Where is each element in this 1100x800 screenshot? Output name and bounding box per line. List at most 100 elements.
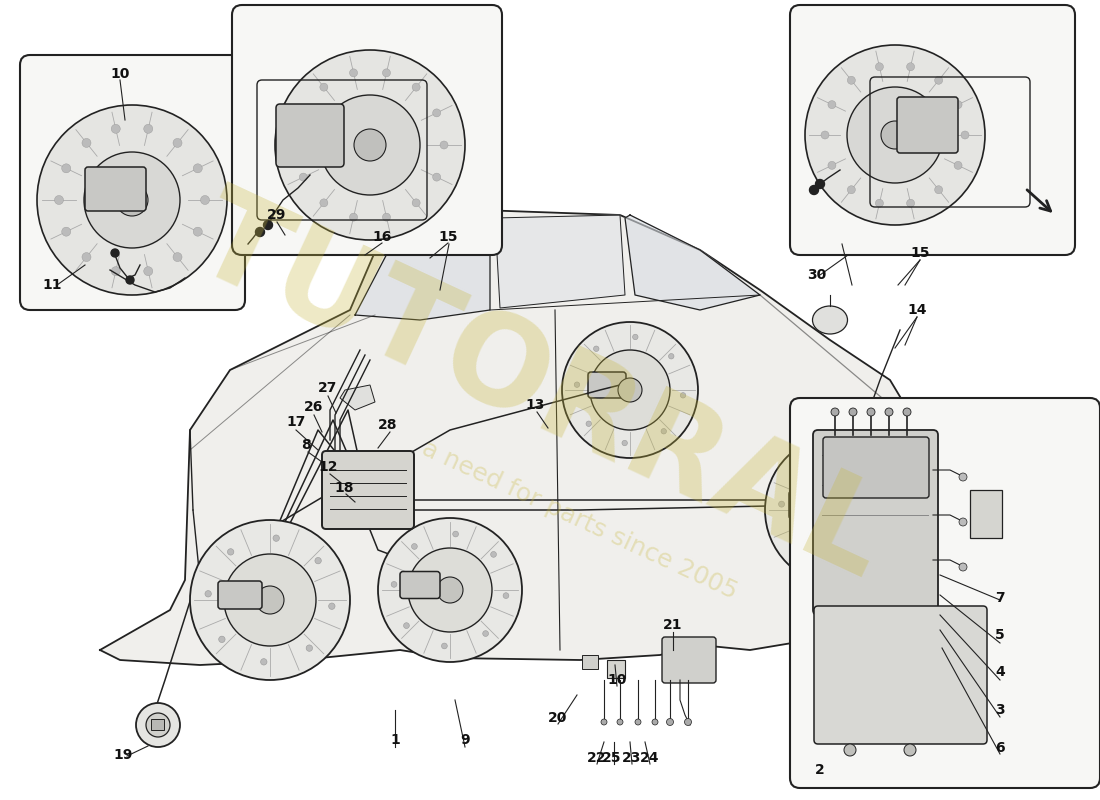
Circle shape (903, 408, 911, 416)
Circle shape (847, 87, 943, 183)
Circle shape (354, 129, 386, 161)
Text: 25: 25 (603, 751, 622, 765)
Circle shape (453, 531, 459, 537)
Text: 13: 13 (526, 398, 544, 412)
Text: 11: 11 (42, 278, 62, 292)
Circle shape (680, 393, 685, 398)
Text: 18: 18 (334, 481, 354, 495)
Circle shape (562, 322, 698, 458)
Circle shape (635, 719, 641, 725)
Text: 12: 12 (318, 460, 338, 474)
Circle shape (815, 179, 825, 189)
Circle shape (876, 62, 883, 70)
Circle shape (126, 276, 134, 284)
Circle shape (684, 718, 692, 726)
Circle shape (219, 636, 225, 642)
Text: a need for parts since 2005: a need for parts since 2005 (418, 436, 741, 604)
Circle shape (173, 253, 182, 262)
Circle shape (205, 590, 211, 597)
Circle shape (617, 719, 623, 725)
Circle shape (669, 354, 674, 359)
Circle shape (383, 213, 390, 221)
Circle shape (590, 350, 670, 430)
Circle shape (441, 643, 448, 649)
Text: 6: 6 (996, 741, 1004, 755)
Circle shape (408, 548, 492, 632)
Circle shape (652, 719, 658, 725)
Text: 3: 3 (996, 703, 1004, 717)
Circle shape (62, 164, 70, 173)
FancyBboxPatch shape (790, 5, 1075, 255)
Circle shape (904, 744, 916, 756)
Ellipse shape (813, 306, 847, 334)
Circle shape (959, 563, 967, 571)
Circle shape (62, 227, 70, 236)
Text: 8: 8 (301, 438, 311, 452)
Circle shape (292, 141, 300, 149)
Circle shape (275, 50, 465, 240)
Circle shape (828, 101, 836, 109)
Circle shape (959, 518, 967, 526)
Text: 24: 24 (640, 751, 660, 765)
Circle shape (618, 378, 642, 402)
Circle shape (84, 152, 180, 248)
Circle shape (144, 124, 153, 134)
Circle shape (350, 69, 358, 77)
Circle shape (299, 173, 307, 181)
Circle shape (437, 577, 463, 603)
FancyBboxPatch shape (400, 571, 440, 598)
Circle shape (383, 69, 390, 77)
Circle shape (821, 131, 829, 139)
FancyBboxPatch shape (823, 437, 929, 498)
Polygon shape (625, 215, 760, 310)
Circle shape (350, 213, 358, 221)
Circle shape (906, 199, 914, 207)
Circle shape (586, 421, 592, 426)
Circle shape (876, 199, 883, 207)
Circle shape (144, 266, 153, 276)
Circle shape (320, 95, 420, 195)
Circle shape (412, 199, 420, 207)
Circle shape (935, 186, 943, 194)
Circle shape (959, 473, 967, 481)
FancyBboxPatch shape (790, 398, 1100, 788)
Circle shape (491, 551, 496, 558)
FancyBboxPatch shape (218, 581, 262, 609)
FancyBboxPatch shape (276, 104, 344, 167)
Circle shape (503, 593, 509, 598)
Text: 16: 16 (372, 230, 392, 244)
Bar (970, 490, 1002, 538)
Circle shape (111, 124, 120, 134)
Circle shape (315, 558, 321, 564)
Circle shape (844, 744, 856, 756)
Text: 28: 28 (378, 418, 398, 432)
Circle shape (843, 449, 849, 454)
Circle shape (200, 195, 209, 205)
FancyBboxPatch shape (813, 430, 938, 615)
Circle shape (594, 346, 600, 351)
FancyBboxPatch shape (85, 167, 146, 211)
Circle shape (827, 497, 853, 523)
Circle shape (832, 566, 837, 571)
Circle shape (954, 162, 962, 170)
Circle shape (224, 554, 316, 646)
Circle shape (261, 658, 267, 665)
Circle shape (764, 435, 915, 585)
Text: 5: 5 (996, 628, 1005, 642)
Polygon shape (355, 218, 490, 320)
FancyBboxPatch shape (588, 372, 626, 398)
Circle shape (800, 462, 806, 467)
FancyBboxPatch shape (789, 491, 830, 519)
Circle shape (432, 173, 441, 181)
Circle shape (661, 429, 667, 434)
FancyBboxPatch shape (896, 97, 958, 153)
Circle shape (411, 543, 417, 550)
Circle shape (146, 713, 170, 737)
Circle shape (320, 83, 328, 91)
Circle shape (320, 199, 328, 207)
Circle shape (792, 544, 798, 550)
Text: 15: 15 (911, 246, 930, 260)
Circle shape (440, 141, 448, 149)
Circle shape (882, 470, 889, 476)
Text: 20: 20 (548, 711, 568, 725)
